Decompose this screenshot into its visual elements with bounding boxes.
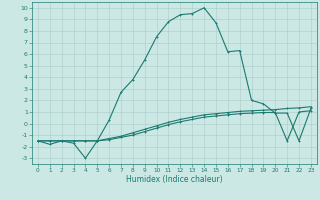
- X-axis label: Humidex (Indice chaleur): Humidex (Indice chaleur): [126, 175, 223, 184]
